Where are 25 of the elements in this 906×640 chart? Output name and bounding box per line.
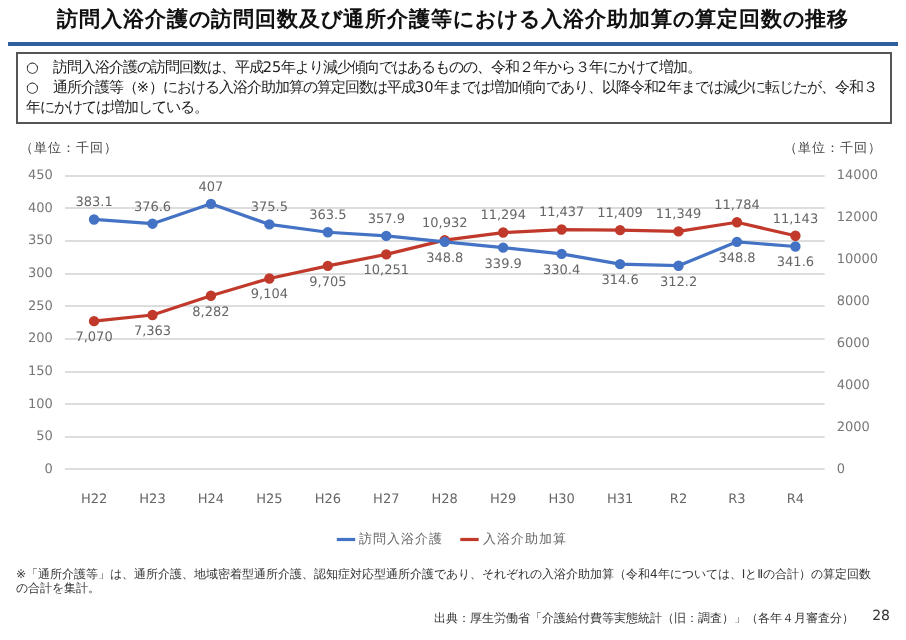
- point: [381, 249, 392, 260]
- point: [497, 242, 509, 253]
- point: [88, 315, 100, 327]
- point: [614, 224, 626, 236]
- point: [322, 227, 334, 238]
- point: [790, 230, 801, 241]
- point: [264, 273, 275, 284]
- point: [497, 227, 509, 238]
- point: [88, 214, 100, 225]
- point: [322, 260, 334, 272]
- point: [790, 241, 801, 252]
- point: [731, 217, 743, 228]
- point: [205, 198, 217, 210]
- point: [673, 260, 684, 271]
- point: [556, 248, 567, 260]
- point: [264, 219, 275, 230]
- point: [556, 224, 567, 235]
- point: [731, 236, 743, 248]
- chart-title: 訪問入浴介護の訪問回数及び通所介護等における入浴介助加算の算定回数の推移: [55, 6, 851, 34]
- point: [205, 290, 217, 301]
- point: [147, 218, 158, 229]
- point: [614, 258, 626, 270]
- point: [147, 309, 158, 321]
- point: [673, 226, 684, 237]
- point: [381, 230, 392, 242]
